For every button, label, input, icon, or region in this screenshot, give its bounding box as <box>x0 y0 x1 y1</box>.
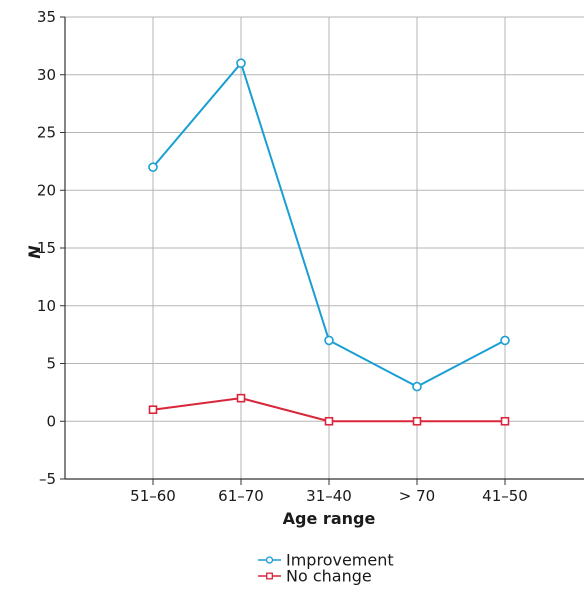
y-tick-label: 30 <box>37 66 56 84</box>
y-axis-title: N <box>25 245 44 259</box>
y-tick-label: 0 <box>46 412 56 430</box>
x-axis-ticks: 51–60 61–70 31–40 > 70 41–50 <box>130 479 528 505</box>
y-tick-label: 35 <box>37 8 56 26</box>
data-point <box>324 416 334 426</box>
data-point <box>500 335 510 346</box>
data-point <box>412 381 422 392</box>
legend-item: Improvement <box>258 551 394 570</box>
data-point <box>412 416 422 426</box>
x-tick-label: 51–60 <box>130 487 176 505</box>
data-point <box>500 416 510 426</box>
y-axis-ticks: –5 0 5 10 15 20 25 30 35 <box>37 8 65 488</box>
x-axis-title: Age range <box>283 509 376 528</box>
x-tick-label: 41–50 <box>482 487 528 505</box>
legend-swatch-marker <box>265 556 274 564</box>
data-point <box>324 335 334 346</box>
y-tick-label: 5 <box>46 355 56 373</box>
legend-swatch-marker <box>266 572 273 580</box>
y-tick-label: –5 <box>39 470 56 488</box>
y-tick-label: 25 <box>37 124 56 142</box>
legend-label: Improvement <box>286 551 394 570</box>
y-tick-label: 15 <box>37 239 56 257</box>
x-tick-label: 31–40 <box>306 487 352 505</box>
legend-label: No change <box>286 567 372 586</box>
x-tick-label: 61–70 <box>218 487 264 505</box>
y-tick-label: 20 <box>37 181 56 199</box>
data-point <box>236 58 246 69</box>
y-tick-label: 10 <box>37 297 56 315</box>
data-point <box>148 162 158 172</box>
legend-item: No change <box>258 567 372 586</box>
series-layer <box>148 58 510 426</box>
grid <box>65 16 584 480</box>
data-point <box>148 405 158 415</box>
data-point <box>236 393 246 403</box>
x-tick-label: > 70 <box>399 487 435 505</box>
